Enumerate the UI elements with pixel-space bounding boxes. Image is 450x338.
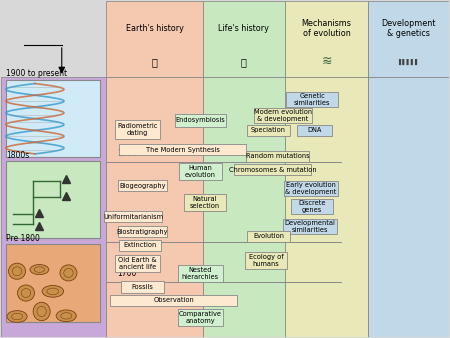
FancyBboxPatch shape xyxy=(184,194,226,211)
FancyBboxPatch shape xyxy=(178,265,223,282)
Text: Extinction: Extinction xyxy=(123,242,157,248)
Ellipse shape xyxy=(56,310,76,322)
Text: Comparative
anatomy: Comparative anatomy xyxy=(179,311,222,324)
Text: Modern evolution
& development: Modern evolution & development xyxy=(254,109,312,122)
FancyBboxPatch shape xyxy=(291,199,333,214)
Text: Radiometric
dating: Radiometric dating xyxy=(117,123,158,136)
FancyBboxPatch shape xyxy=(287,92,338,107)
Ellipse shape xyxy=(18,285,35,301)
Text: Uniformitarianism: Uniformitarianism xyxy=(103,214,163,220)
FancyBboxPatch shape xyxy=(175,114,226,127)
FancyBboxPatch shape xyxy=(107,77,202,337)
FancyBboxPatch shape xyxy=(368,1,449,77)
Text: DNA: DNA xyxy=(307,127,322,133)
FancyBboxPatch shape xyxy=(116,255,160,272)
Text: Biostratigraphy: Biostratigraphy xyxy=(117,229,168,235)
Text: ▌▌▌▌▌: ▌▌▌▌▌ xyxy=(398,59,419,65)
FancyBboxPatch shape xyxy=(254,108,312,123)
Text: ≋: ≋ xyxy=(321,55,332,68)
Text: Natural
selection: Natural selection xyxy=(190,196,220,209)
FancyBboxPatch shape xyxy=(6,244,100,321)
Ellipse shape xyxy=(9,263,26,279)
Text: Mechanisms
of evolution: Mechanisms of evolution xyxy=(302,19,351,38)
Text: Speciation: Speciation xyxy=(251,127,286,133)
FancyBboxPatch shape xyxy=(202,77,285,337)
Text: Old Earth &
ancient life: Old Earth & ancient life xyxy=(118,257,157,270)
Ellipse shape xyxy=(42,286,63,297)
FancyBboxPatch shape xyxy=(107,1,202,77)
FancyBboxPatch shape xyxy=(119,240,161,250)
FancyBboxPatch shape xyxy=(297,125,333,136)
Ellipse shape xyxy=(33,302,50,321)
Text: 1700: 1700 xyxy=(117,269,136,278)
FancyBboxPatch shape xyxy=(368,77,449,337)
Text: Earth's history: Earth's history xyxy=(126,24,184,33)
FancyBboxPatch shape xyxy=(247,125,290,136)
Text: Endosymbiosis: Endosymbiosis xyxy=(176,117,225,123)
Text: Developmental
similarities: Developmental similarities xyxy=(284,220,335,233)
FancyBboxPatch shape xyxy=(179,163,222,180)
FancyBboxPatch shape xyxy=(283,219,337,234)
FancyBboxPatch shape xyxy=(116,120,160,139)
FancyBboxPatch shape xyxy=(117,226,167,237)
Text: Discrete
genes: Discrete genes xyxy=(298,200,326,213)
FancyBboxPatch shape xyxy=(104,211,162,222)
Text: 1800s: 1800s xyxy=(6,151,29,160)
Text: Nested
hierarchies: Nested hierarchies xyxy=(182,267,219,280)
Text: Life's history: Life's history xyxy=(218,24,269,33)
FancyBboxPatch shape xyxy=(234,164,311,175)
FancyBboxPatch shape xyxy=(6,161,100,238)
Text: Chromosomes & mutation: Chromosomes & mutation xyxy=(229,167,317,173)
FancyBboxPatch shape xyxy=(117,180,167,191)
Text: The Modern Synthesis: The Modern Synthesis xyxy=(146,147,220,152)
FancyBboxPatch shape xyxy=(6,80,100,157)
Ellipse shape xyxy=(30,265,49,274)
FancyBboxPatch shape xyxy=(285,1,368,77)
Text: Random mutations: Random mutations xyxy=(246,153,310,159)
Text: 🌍: 🌍 xyxy=(152,57,158,67)
Ellipse shape xyxy=(7,311,27,322)
FancyBboxPatch shape xyxy=(285,77,368,337)
Text: 1900 to present: 1900 to present xyxy=(6,69,67,78)
FancyBboxPatch shape xyxy=(1,77,107,337)
Text: 1800: 1800 xyxy=(117,229,136,238)
FancyBboxPatch shape xyxy=(247,231,290,242)
FancyBboxPatch shape xyxy=(110,295,237,306)
FancyBboxPatch shape xyxy=(247,151,309,162)
Text: Ecology of
humans: Ecology of humans xyxy=(249,254,284,267)
FancyBboxPatch shape xyxy=(202,1,285,77)
Text: Pre 1800: Pre 1800 xyxy=(6,235,40,243)
Text: Genetic
similarities: Genetic similarities xyxy=(294,93,330,106)
FancyBboxPatch shape xyxy=(119,144,246,155)
Text: Observation: Observation xyxy=(153,297,194,304)
Text: Development
& genetics: Development & genetics xyxy=(381,19,436,38)
FancyBboxPatch shape xyxy=(178,309,223,325)
Text: Human
evolution: Human evolution xyxy=(185,165,216,178)
Ellipse shape xyxy=(60,265,77,281)
Text: 🌸: 🌸 xyxy=(241,57,247,67)
FancyBboxPatch shape xyxy=(284,180,338,196)
Text: Early evolution
& development: Early evolution & development xyxy=(285,182,337,195)
Text: Fossils: Fossils xyxy=(131,284,153,290)
FancyBboxPatch shape xyxy=(121,282,163,292)
Text: 1900: 1900 xyxy=(117,149,136,158)
Text: Evolution: Evolution xyxy=(253,233,284,239)
FancyBboxPatch shape xyxy=(245,252,288,269)
Text: Biogeography: Biogeography xyxy=(119,183,166,189)
